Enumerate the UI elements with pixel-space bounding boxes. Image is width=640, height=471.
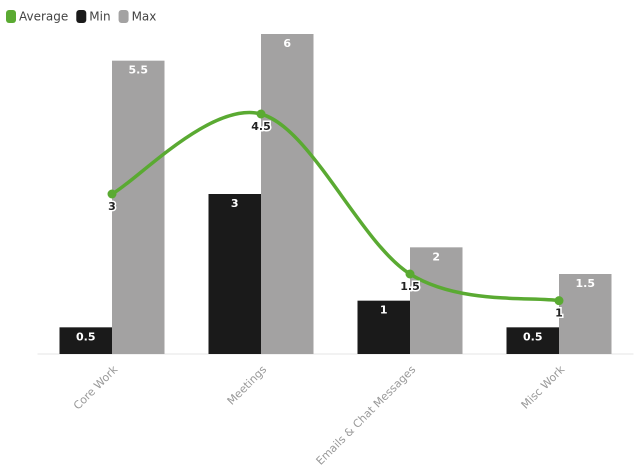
- bar: [112, 60, 165, 355]
- legend-swatch: [76, 10, 87, 23]
- bar-value-label: 0.5: [76, 330, 96, 343]
- bar-value-label: 3: [231, 197, 239, 210]
- line-value-label: 3: [108, 200, 116, 213]
- bar: [559, 274, 612, 354]
- legend-label: Min: [89, 10, 110, 24]
- bar-value-label: 2: [432, 250, 440, 263]
- bar-value-label: 1.5: [576, 277, 596, 290]
- line-value-label: 4.5: [251, 120, 271, 133]
- bar-value-label: 6: [283, 37, 291, 50]
- average-point: [554, 296, 564, 306]
- bar: [261, 34, 314, 354]
- bar: [357, 300, 410, 354]
- bar: [506, 327, 559, 354]
- average-line: [111, 110, 560, 303]
- bar: [59, 327, 112, 354]
- average-point: [405, 269, 415, 279]
- bar: [208, 194, 261, 354]
- bar: [410, 247, 463, 354]
- legend-label: Max: [132, 10, 157, 24]
- legend-swatch: [6, 10, 16, 23]
- bar-value-label: 0.5: [523, 330, 543, 343]
- bar-value-label: 1: [380, 304, 388, 317]
- average-point: [256, 109, 266, 119]
- x-tick-label: Emails & Chat Messages: [314, 363, 419, 468]
- x-tick-label: Core Work: [71, 363, 121, 413]
- x-tick-label: Misc Work: [519, 363, 568, 412]
- average-point: [107, 189, 117, 199]
- line-value-label: 1.5: [400, 280, 420, 293]
- legend-swatch: [118, 10, 129, 23]
- line-value-label: 1: [555, 307, 563, 320]
- legend-label: Average: [19, 10, 68, 24]
- x-tick-label: Meetings: [225, 363, 270, 408]
- bar-value-label: 5.5: [129, 64, 149, 77]
